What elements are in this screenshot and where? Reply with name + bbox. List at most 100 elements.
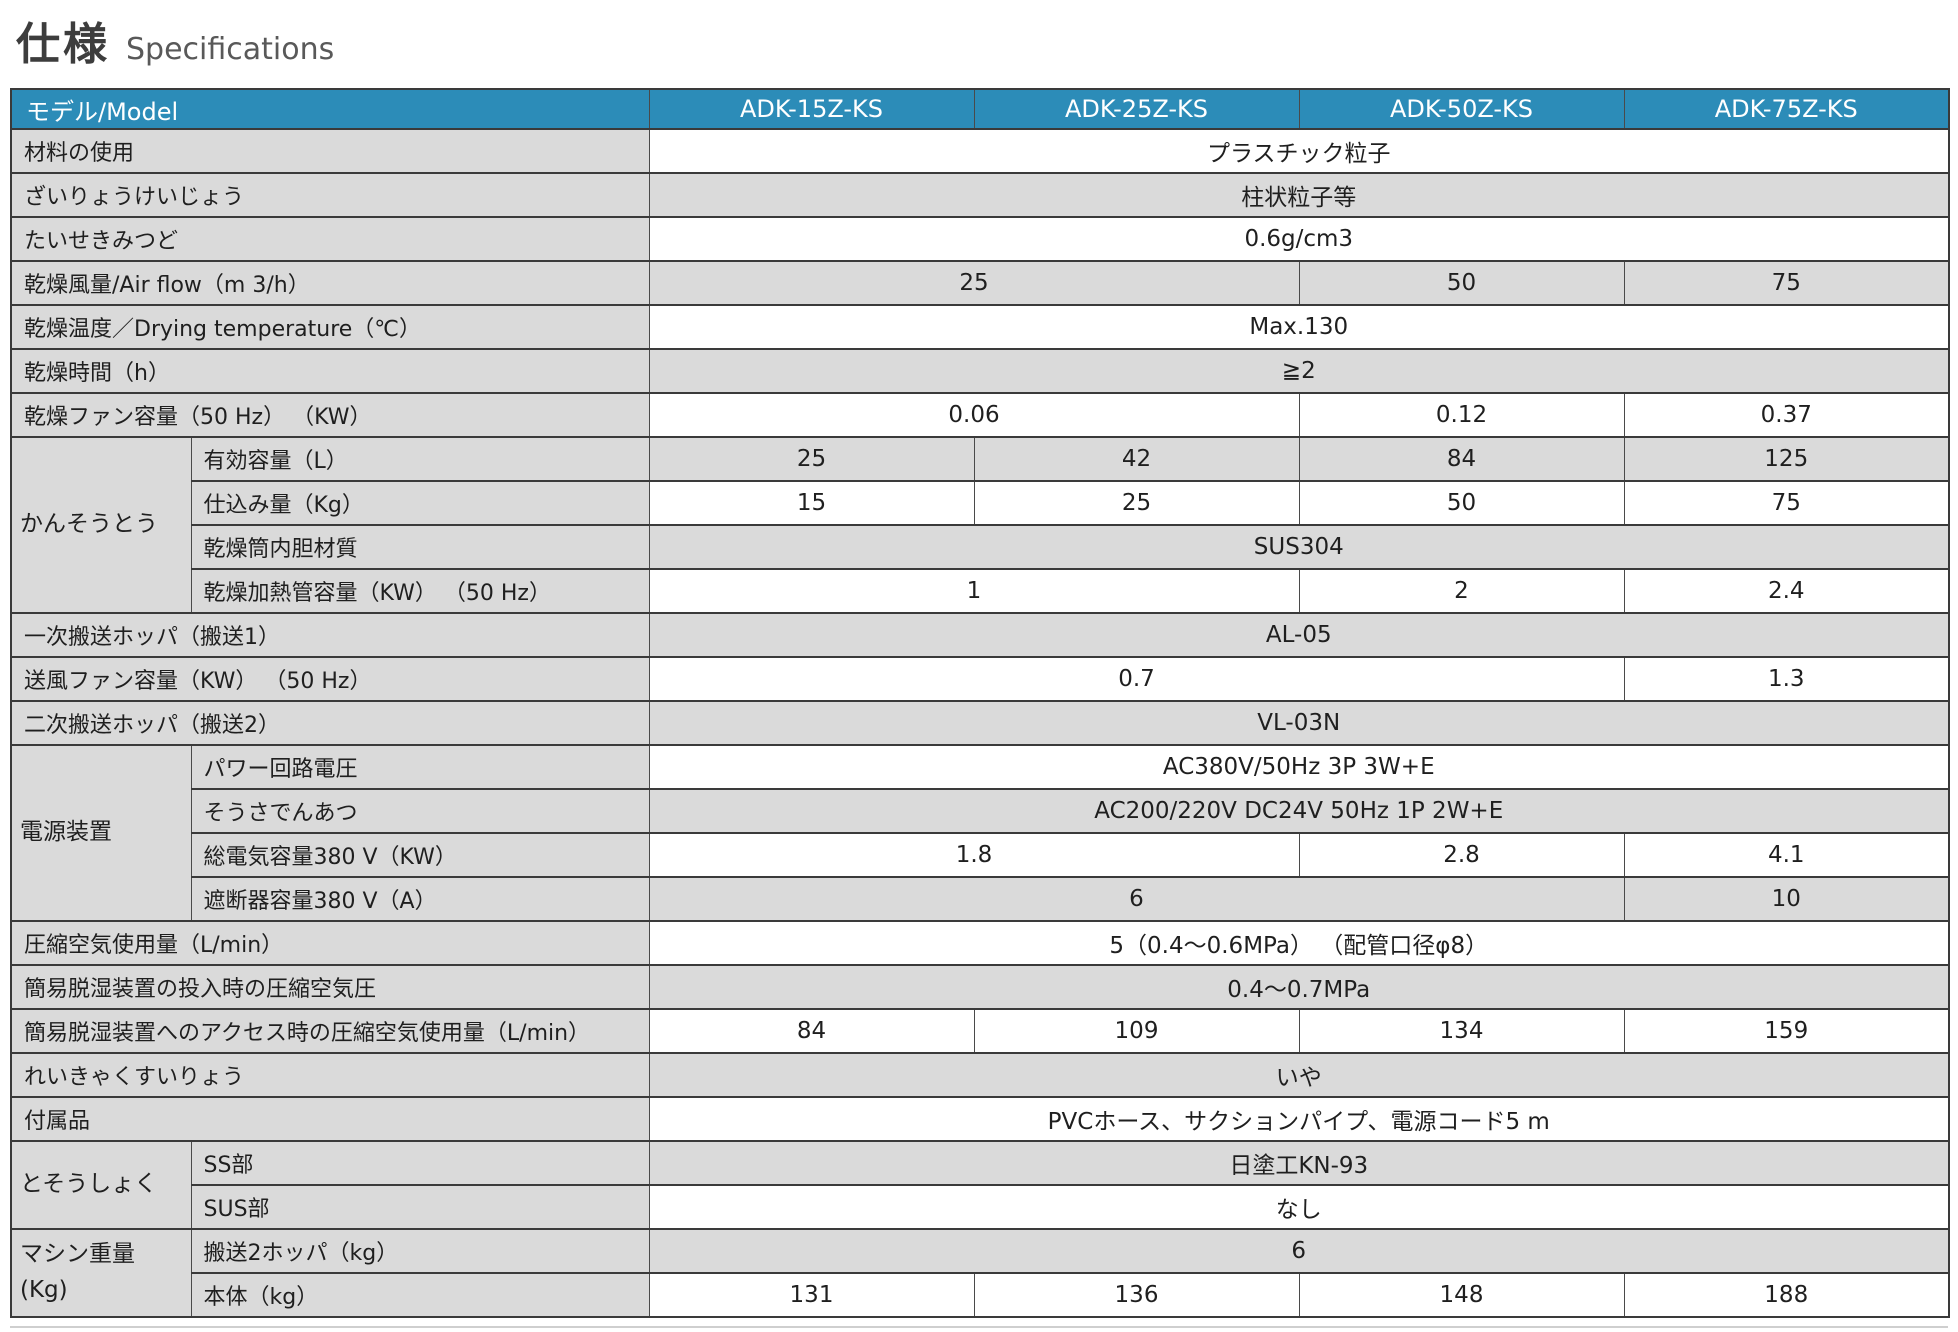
row-group-label: マシン重量 (Kg): [10, 1228, 192, 1318]
spec-value-cell: 75: [1623, 260, 1950, 306]
spec-value-cell: 75: [1623, 480, 1950, 526]
table-row: 簡易脱湿装置へのアクセス時の圧縮空気使用量（L/min） 84 109 134 159: [10, 1008, 1950, 1054]
table-row: マシン重量 (Kg) 搬送2ホッパ（kg） 6: [10, 1228, 1950, 1318]
spec-value-cell: 50: [1298, 480, 1625, 526]
table-row: 送風ファン容量（KW） （50 Hz） 0.7 1.3: [10, 656, 1950, 702]
spec-value-cell: 15: [648, 480, 975, 526]
model-column-header-adk-25z-ks: ADK-25Z-KS: [973, 88, 1300, 130]
spec-value-cell: 6: [648, 1228, 1950, 1274]
model-header-cell: モデル/Model: [10, 88, 650, 130]
page-title-english: Specifications: [126, 32, 335, 67]
spec-value-cell: 柱状粒子等: [648, 172, 1950, 218]
table-row: 一次搬送ホッパ（搬送1） AL-05: [10, 612, 1950, 658]
spec-value-cell: 134: [1298, 1008, 1625, 1054]
table-row: 総電気容量380 V（KW） 1.8 2.8 4.1: [11, 832, 1950, 878]
table-row: SUS部 なし: [11, 1184, 1950, 1230]
spec-value-cell: 25: [973, 480, 1300, 526]
spec-value-cell: AC380V/50Hz 3P 3W+E: [648, 744, 1950, 790]
table-row: とそうしょく SS部 日塗工KN-93: [10, 1140, 1950, 1230]
row-label: たいせきみつど: [10, 216, 650, 262]
spec-value-cell: AL-05: [648, 612, 1950, 658]
spec-value-cell: 1: [648, 568, 1300, 614]
table-row: 乾燥加熱管容量（KW） （50 Hz） 1 2 2.4: [11, 568, 1950, 614]
spec-value-cell: 4.1: [1623, 832, 1950, 878]
page-title: 仕様 Specifications: [10, 6, 1948, 88]
spec-value-cell: プラスチック粒子: [648, 128, 1950, 174]
row-label: 一次搬送ホッパ（搬送1）: [10, 612, 650, 658]
row-label: 材料の使用: [10, 128, 650, 174]
row-label: れいきゃくすいりょう: [10, 1052, 650, 1098]
table-row: 付属品 PVCホース、サクションパイプ、電源コード5 m: [10, 1096, 1950, 1142]
row-label: SS部: [190, 1140, 650, 1186]
table-row: 二次搬送ホッパ（搬送2） VL-03N: [10, 700, 1950, 746]
row-label: 送風ファン容量（KW） （50 Hz）: [10, 656, 650, 702]
spec-value-cell: 136: [973, 1272, 1300, 1318]
spec-value-cell: 0.4～0.7MPa: [648, 964, 1950, 1010]
spec-value-cell: 0.7: [648, 656, 1625, 702]
spec-value-cell: SUS304: [648, 524, 1950, 570]
spec-value-cell: 188: [1623, 1272, 1950, 1318]
spec-value-cell: 0.06: [648, 392, 1300, 438]
row-label: 乾燥ファン容量（50 Hz） （KW）: [10, 392, 650, 438]
spec-value-cell: 6: [648, 876, 1625, 922]
table-row: 簡易脱湿装置の投入時の圧縮空気圧 0.4～0.7MPa: [10, 964, 1950, 1010]
spec-value-cell: 148: [1298, 1272, 1625, 1318]
row-label: 乾燥時間（h）: [10, 348, 650, 394]
row-label: 総電気容量380 V（KW）: [190, 832, 650, 878]
model-column-header-adk-15z-ks: ADK-15Z-KS: [648, 88, 975, 130]
table-row: 圧縮空気使用量（L/min） 5（0.4～0.6MPa） （配管口径φ8）: [10, 920, 1950, 966]
specifications-table: モデル/Model ADK-15Z-KS ADK-25Z-KS ADK-50Z-KS A…: [10, 88, 1950, 1318]
row-label: 付属品: [10, 1096, 650, 1142]
table-row: かんそうとう 有効容量（L） 25 42 84 125: [10, 436, 1950, 614]
spec-value-cell: 42: [973, 436, 1300, 482]
spec-value-cell: 125: [1623, 436, 1950, 482]
table-header-row: モデル/Model ADK-15Z-KS ADK-25Z-KS ADK-50Z-KS A…: [10, 88, 1950, 130]
spec-value-cell: 84: [648, 1008, 975, 1054]
spec-value-cell: ≧2: [648, 348, 1950, 394]
table-row: 仕込み量（Kg） 15 25 50 75: [11, 480, 1950, 526]
bottom-divider: [10, 1326, 1948, 1328]
table-row: そうさでんあつ AC200/220V DC24V 50Hz 1P 2W+E: [11, 788, 1950, 834]
spec-value-cell: Max.130: [648, 304, 1950, 350]
table-row: 乾燥時間（h） ≧2: [10, 348, 1950, 394]
spec-value-cell: 2.8: [1298, 832, 1625, 878]
spec-value-cell: 159: [1623, 1008, 1950, 1054]
spec-value-cell: 日塗工KN-93: [648, 1140, 1950, 1186]
spec-value-cell: 2.4: [1623, 568, 1950, 614]
row-label: 二次搬送ホッパ（搬送2）: [10, 700, 650, 746]
page-title-japanese: 仕様: [16, 19, 110, 70]
row-group-label: とそうしょく: [10, 1140, 192, 1230]
row-label: 乾燥筒内胆材質: [190, 524, 650, 570]
row-label: 搬送2ホッパ（kg）: [190, 1228, 650, 1274]
spec-value-cell: AC200/220V DC24V 50Hz 1P 2W+E: [648, 788, 1950, 834]
spec-value-cell: 109: [973, 1008, 1300, 1054]
row-label: 本体（kg）: [190, 1272, 650, 1318]
spec-value-cell: VL-03N: [648, 700, 1950, 746]
table-row: たいせきみつど 0.6g/cm3: [10, 216, 1950, 262]
row-label: 乾燥風量/Air flow（m 3/h）: [10, 260, 650, 306]
table-row: 乾燥風量/Air flow（m 3/h） 25 50 75: [10, 260, 1950, 306]
table-row: 電源装置 パワー回路電圧 AC380V/50Hz 3P 3W+E: [10, 744, 1950, 922]
page: 仕様 Specifications モデル/Model ADK-15Z-KS ADK…: [10, 0, 1950, 1328]
row-label: 乾燥温度／Drying temperature（℃）: [10, 304, 650, 350]
spec-value-cell: 1.3: [1623, 656, 1950, 702]
spec-value-cell: 10: [1623, 876, 1950, 922]
row-label: 簡易脱湿装置の投入時の圧縮空気圧: [10, 964, 650, 1010]
spec-value-cell: 0.12: [1298, 392, 1625, 438]
spec-value-cell: 25: [648, 260, 1300, 306]
row-label: 仕込み量（Kg）: [190, 480, 650, 526]
row-label: そうさでんあつ: [190, 788, 650, 834]
model-column-header-adk-50z-ks: ADK-50Z-KS: [1298, 88, 1625, 130]
spec-value-cell: 84: [1298, 436, 1625, 482]
row-label: 簡易脱湿装置へのアクセス時の圧縮空気使用量（L/min）: [10, 1008, 650, 1054]
spec-value-cell: 0.6g/cm3: [648, 216, 1950, 262]
table-row: 乾燥温度／Drying temperature（℃） Max.130: [10, 304, 1950, 350]
row-label: パワー回路電圧: [190, 744, 650, 790]
spec-value-cell: なし: [648, 1184, 1950, 1230]
row-label: 乾燥加熱管容量（KW） （50 Hz）: [190, 568, 650, 614]
spec-value-cell: 5（0.4～0.6MPa） （配管口径φ8）: [648, 920, 1950, 966]
spec-value-cell: いや: [648, 1052, 1950, 1098]
table-row: 遮断器容量380 V（A） 6 10: [11, 876, 1950, 922]
row-label: SUS部: [190, 1184, 650, 1230]
spec-value-cell: 131: [648, 1272, 975, 1318]
